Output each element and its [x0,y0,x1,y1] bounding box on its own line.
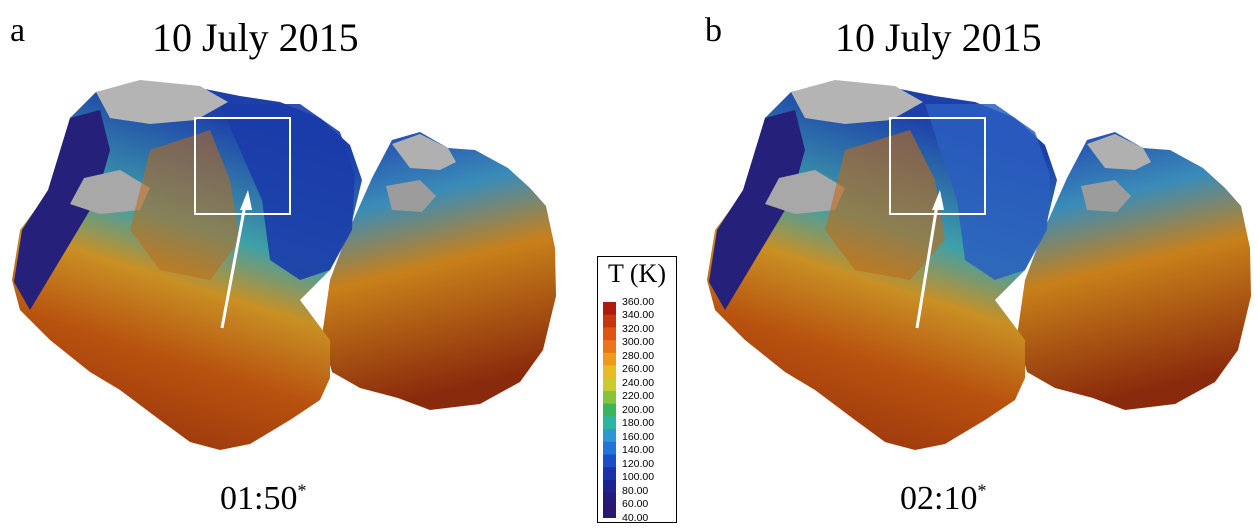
colorbar-segment [603,314,616,328]
warm-band [130,130,240,280]
colorbar-segment [603,416,616,430]
small-lobe [322,132,556,410]
night-side [709,110,805,310]
panel-letter: a [10,12,26,49]
legend-tick-labels: 360.00 340.00 320.00 300.00 280.00 260.00 240.… [622,297,674,523]
legend-tick-label: 100.00 [622,471,655,484]
legend-tick-label: 60.00 [622,498,649,511]
highlight-box [889,117,986,215]
legend-tick-label: 320.00 [622,322,655,335]
colorbar-segment [603,454,616,468]
shadow-lobe-2 [1081,180,1131,212]
shadow-lobe [392,134,456,170]
legend-tick-label: 300.00 [622,336,655,349]
night-side [14,110,110,310]
legend-tick-label: 280.00 [622,349,655,362]
legend-tick-label: 120.00 [622,457,655,470]
legend-tick-label: 140.00 [622,444,655,457]
legend-tick-label: 180.00 [622,417,655,430]
panel-a: a 10 July 2015 01:50* [0,0,590,529]
comet-temperature-map [707,80,1251,450]
legend-tick-label: 240.00 [622,376,655,389]
colorbar-segment [603,441,616,455]
shadow-top [96,80,228,124]
legend-tick-label: 340.00 [622,309,655,322]
colorbar-segment [603,505,616,518]
shadow-lobe-2 [386,180,436,212]
legend-title: T (K) [607,259,666,288]
cold-region [925,104,1050,280]
panel-date: 10 July 2015 [835,15,1042,60]
pointer-arrowhead [932,190,944,210]
legend-tick-label: 220.00 [622,390,655,403]
legend-tick-label: 200.00 [622,403,655,416]
legend-tick-label: 360.00 [622,296,655,308]
panel-time: 01:50* [220,480,307,517]
colorbar-segment [603,302,616,316]
legend-tick-label: 260.00 [622,363,655,376]
temperature-legend: T (K) 360.00 340.00 320.00 300.00 280.00 260.… [597,256,677,523]
panel-date: 10 July 2015 [152,15,359,60]
shadow-mid [765,170,845,214]
legend-tick-label: 80.00 [622,484,649,497]
pointer-arrow [915,204,939,329]
colorbar-segment [603,467,616,481]
panel-b: b 10 July 2015 02:10* [695,0,1257,529]
comet-temperature-map [12,80,556,450]
panel-letter: b [705,12,722,49]
pointer-arrowhead [240,190,252,210]
colorbar-segment [603,479,616,494]
legend-colorbar [603,302,616,518]
colorbar-segment [603,340,616,354]
shadow-lobe [1087,134,1151,170]
colorbar-segment [603,390,616,405]
colorbar-segment [603,365,616,379]
colorbar-segment [603,403,616,417]
small-lobe [1017,132,1251,410]
warm-band [825,130,945,280]
panel-time: 02:10* [900,480,987,517]
shadow-top [791,80,923,124]
legend-tick-label: 160.00 [622,430,655,443]
pointer-arrow [220,204,247,329]
legend-tick-label: 40.00 [622,511,649,524]
colorbar-segment [603,429,616,443]
colorbar-segment [603,352,616,367]
cold-region [220,104,355,280]
colorbar-segment [603,492,616,506]
colorbar-segment [603,378,616,392]
colorbar-segment [603,327,616,341]
shadow-mid [70,170,150,214]
